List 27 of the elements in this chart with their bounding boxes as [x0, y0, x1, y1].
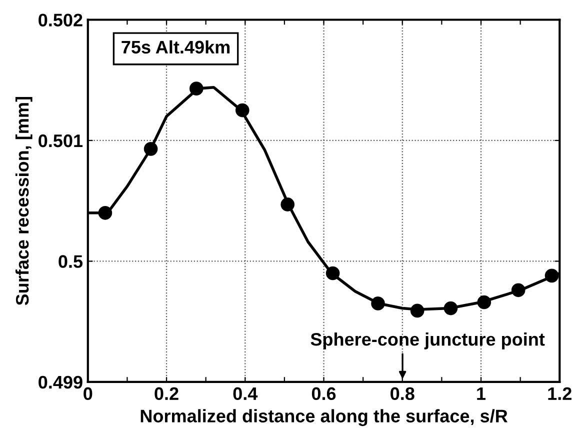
point	[280, 198, 295, 212]
x-tick-label: 0	[84, 387, 92, 400]
x-tick-label: 0.8	[390, 387, 414, 400]
y-axis-title: Surface recession, [mm]	[15, 96, 32, 306]
point	[326, 266, 340, 280]
point	[410, 304, 424, 318]
point	[371, 296, 385, 310]
y-tick-label: 0.501	[38, 134, 83, 148]
point	[511, 283, 526, 298]
point	[544, 268, 559, 283]
point	[144, 142, 158, 156]
x-tick-label: 1	[477, 387, 486, 400]
point	[477, 295, 492, 310]
point	[235, 103, 250, 118]
point	[189, 82, 204, 96]
point	[98, 206, 112, 220]
x-tick-label: 0.2	[154, 387, 178, 400]
y-tick-label: 0.5	[58, 255, 83, 268]
x-axis-title: Normalized distance along the surface, s/R	[140, 409, 508, 426]
y-tick-label: 0.502	[38, 14, 82, 26]
annotation: Sphere-cone juncture point	[310, 332, 545, 350]
annotation: 75s Alt.49km	[122, 40, 230, 54]
y-tick-label: 0.499	[38, 376, 82, 389]
x-tick-label: 1.2	[548, 387, 572, 400]
x-tick-label: 0.6	[312, 387, 336, 400]
point	[444, 301, 458, 316]
x-tick-label: 0.4	[233, 387, 258, 400]
